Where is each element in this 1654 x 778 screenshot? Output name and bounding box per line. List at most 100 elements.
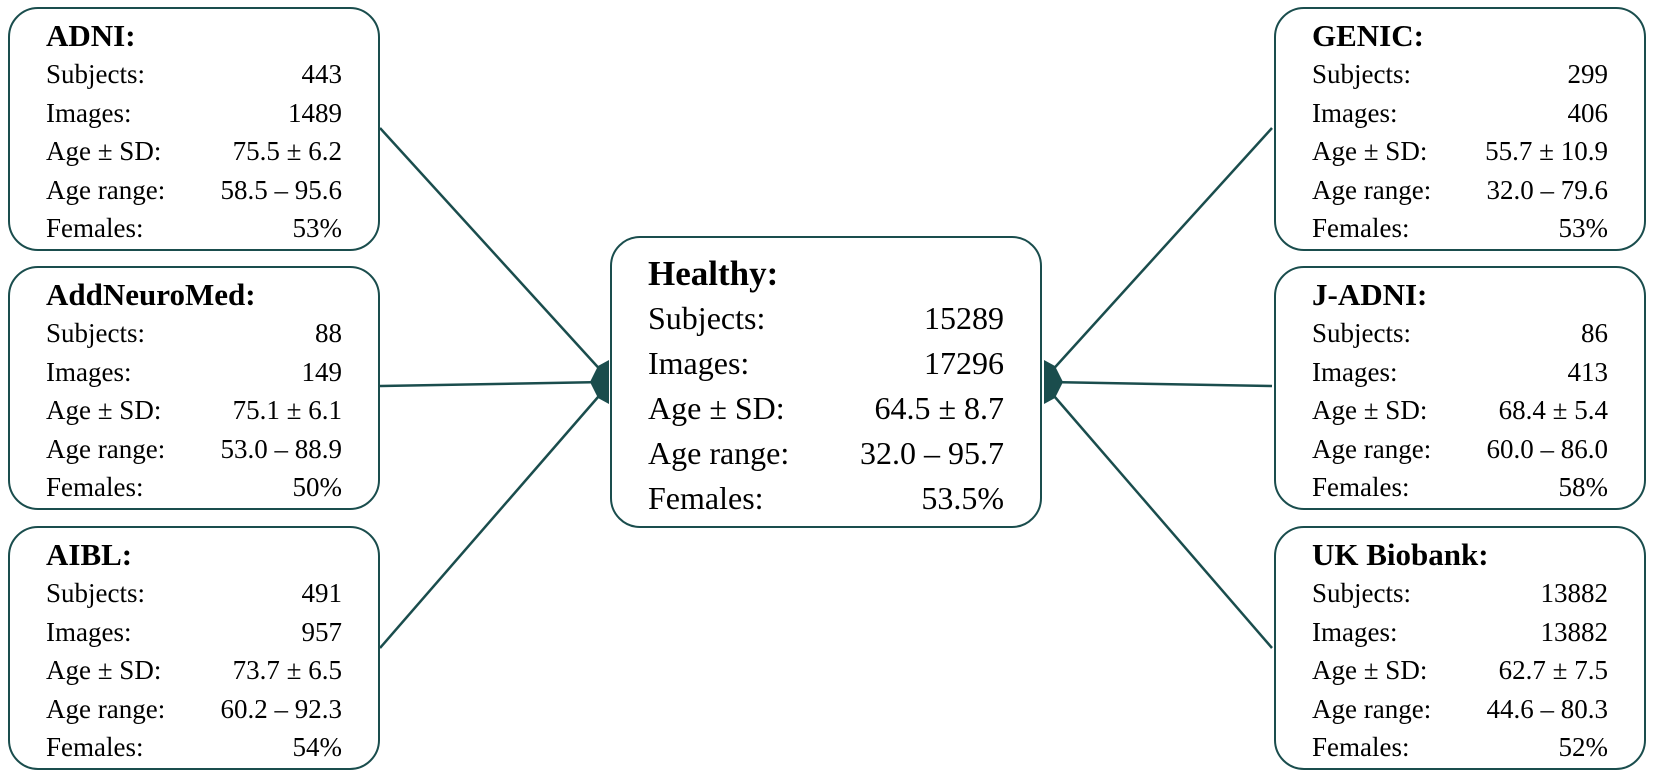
dataset-title: GENIC: [1312,18,1424,53]
age-range-row: Age range: 60.2 – 92.3 [46,690,342,729]
dataset-box-genic: GENIC: Subjects: 299 Images: 406 Age ± SD:… [1274,7,1646,251]
subjects-row: Subjects: 15289 [648,296,1004,341]
subjects-label: Subjects: [46,318,145,348]
dataset-box-aibl: AIBL: Subjects: 491 Images: 957 Age ± SD: 7… [8,526,380,770]
age-sd-row: Age ± SD: 75.5 ± 6.2 [46,132,342,171]
age-range-row: Age range: 32.0 – 79.6 [1312,171,1608,210]
females-value: 53% [1558,213,1609,243]
age-sd-value: 75.5 ± 6.2 [232,136,342,166]
images-row: Images: 13882 [1312,613,1608,652]
subjects-row: Subjects: 443 [46,55,342,94]
age-sd-row: Age ± SD: 75.1 ± 6.1 [46,391,342,430]
images-label: Images: [46,356,132,387]
females-label: Females: [1312,213,1410,243]
subjects-label: Subjects: [1312,59,1411,89]
dataset-box-uk-biobank: UK Biobank: Subjects: 13882 Images: 13882 … [1274,526,1646,770]
images-row: Images: 17296 [648,341,1004,386]
age-sd-value: 55.7 ± 10.9 [1485,136,1608,166]
age-sd-label: Age ± SD: [46,395,162,425]
dataset-box-addneuromed: AddNeuroMed: Subjects: 88 Images: 149 Age … [8,266,380,510]
arrowhead-left [590,360,609,404]
age-range-label: Age range: [1312,693,1432,724]
age-range-row: Age range: 44.6 – 80.3 [1312,690,1608,729]
age-range-label: Age range: [46,433,166,464]
age-sd-value: 73.7 ± 6.5 [232,655,342,685]
connector-aibl [379,388,606,649]
images-value: 1489 [288,97,342,128]
subjects-label: Subjects: [46,578,145,608]
connector-genic [1047,127,1273,376]
age-range-row: Age range: 32.0 – 95.7 [648,431,1004,476]
images-value: 406 [1567,97,1609,128]
subjects-label: Subjects: [648,300,766,336]
age-sd-row: Age ± SD: 73.7 ± 6.5 [46,651,342,690]
dataset-title: UK Biobank: [1312,537,1489,572]
age-sd-label: Age ± SD: [1312,395,1428,425]
dataset-title: AddNeuroMed: [46,277,256,312]
images-label: Images: [1312,97,1398,128]
females-row: Females: 50% [46,468,342,507]
age-sd-label: Age ± SD: [1312,136,1428,166]
connector-j-adni [1047,380,1273,388]
subjects-value: 88 [315,318,342,348]
subjects-value: 15289 [924,300,1004,336]
females-value: 53% [292,213,343,243]
age-range-label: Age range: [1312,433,1432,464]
summary-title: Healthy: [648,254,779,293]
images-row: Images: 1489 [46,94,342,133]
dataset-box-j-adni: J-ADNI: Subjects: 86 Images: 413 Age ± SD:… [1274,266,1646,510]
subjects-label: Subjects: [1312,578,1411,608]
females-label: Females: [46,732,144,762]
images-label: Images: [1312,356,1398,387]
females-label: Females: [1312,472,1410,502]
age-range-label: Age range: [648,435,790,471]
connector-adni [379,127,606,376]
dataset-title: ADNI: [46,18,136,53]
images-value: 13882 [1540,616,1609,647]
subjects-row: Subjects: 13882 [1312,574,1608,613]
age-sd-label: Age ± SD: [46,655,162,685]
age-sd-value: 75.1 ± 6.1 [232,395,342,425]
females-label: Females: [46,213,144,243]
subjects-value: 443 [301,59,343,89]
images-row: Images: 413 [1312,353,1608,392]
healthy-summary-box: Healthy: Subjects: 15289 Images: 17296 Age… [610,236,1042,528]
images-value: 17296 [924,345,1004,381]
age-range-row: Age range: 58.5 – 95.6 [46,171,342,210]
subjects-row: Subjects: 86 [1312,314,1608,353]
subjects-row: Subjects: 299 [1312,55,1608,94]
images-row: Images: 406 [1312,94,1608,133]
age-sd-row: Age ± SD: 68.4 ± 5.4 [1312,391,1608,430]
images-label: Images: [1312,616,1398,647]
age-sd-label: Age ± SD: [1312,655,1428,685]
images-label: Images: [46,97,132,128]
subjects-value: 86 [1581,318,1608,348]
images-row: Images: 149 [46,353,342,392]
age-range-label: Age range: [46,693,166,724]
age-range-value: 60.0 – 86.0 [1486,433,1609,464]
subjects-value: 491 [301,578,343,608]
females-row: Females: 53% [1312,209,1608,248]
females-row: Females: 53.5% [648,476,1004,521]
age-sd-label: Age ± SD: [46,136,162,166]
arrowhead-right [1044,360,1063,404]
subjects-row: Subjects: 491 [46,574,342,613]
females-value: 54% [292,732,343,762]
age-range-row: Age range: 60.0 – 86.0 [1312,430,1608,469]
age-range-value: 44.6 – 80.3 [1486,693,1609,724]
subjects-value: 13882 [1540,578,1609,608]
females-label: Females: [648,480,764,516]
images-label: Images: [46,616,132,647]
females-row: Females: 53% [46,209,342,248]
age-range-value: 53.0 – 88.9 [220,433,343,464]
age-range-label: Age range: [46,174,166,205]
females-label: Females: [1312,732,1410,762]
age-range-value: 60.2 – 92.3 [220,693,343,724]
subjects-label: Subjects: [1312,318,1411,348]
dataset-title: AIBL: [46,537,133,572]
age-range-value: 58.5 – 95.6 [220,174,343,205]
females-row: Females: 54% [46,728,342,767]
age-sd-row: Age ± SD: 62.7 ± 7.5 [1312,651,1608,690]
age-sd-label: Age ± SD: [648,390,785,426]
dataset-box-adni: ADNI: Subjects: 443 Images: 1489 Age ± SD:… [8,7,380,251]
